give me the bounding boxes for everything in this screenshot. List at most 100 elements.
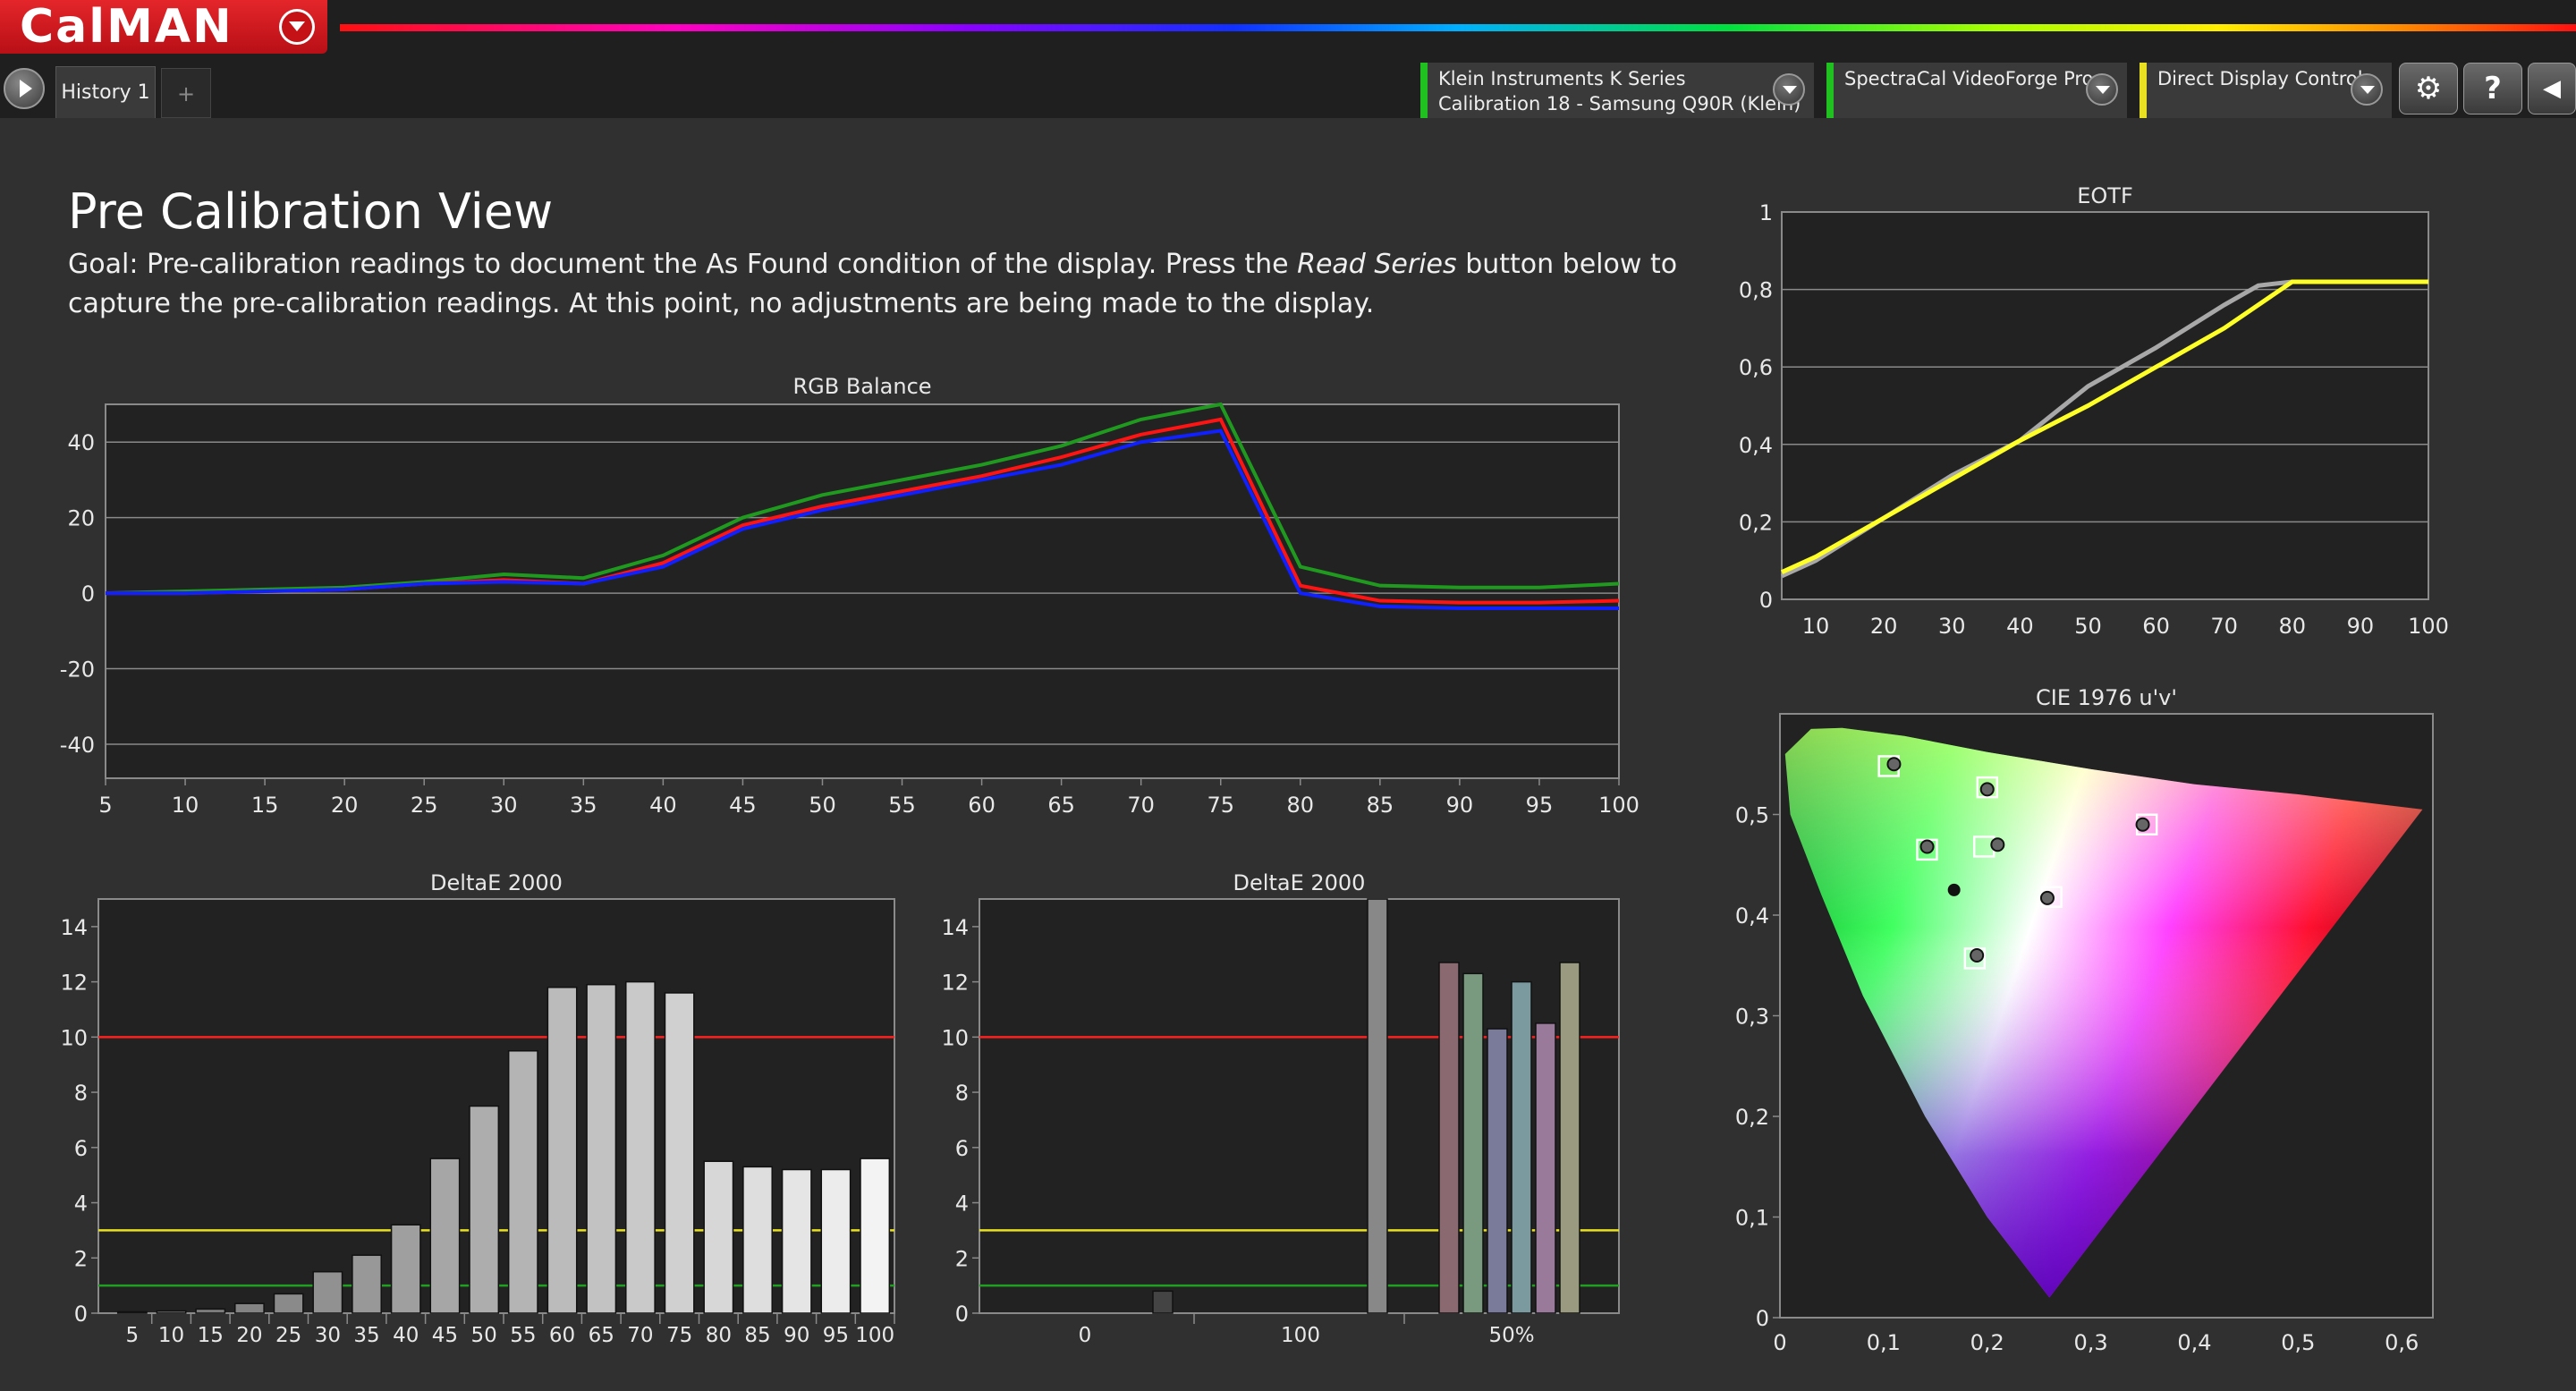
read-series-emphasis: Read Series — [1297, 249, 1457, 280]
x-tick-label: 85 — [1367, 793, 1394, 818]
y-tick-label: 0,1 — [1735, 1206, 1769, 1231]
x-tick-label: 55 — [510, 1324, 536, 1347]
display-selector[interactable]: Direct Display Control — [2140, 63, 2392, 118]
bar — [547, 987, 578, 1314]
x-tick-label: 85 — [744, 1324, 770, 1347]
x-tick-label: 100 — [1281, 1324, 1320, 1347]
goal-text-part: Goal: Pre-calibration readings to docume… — [68, 249, 1298, 280]
bar — [781, 1168, 812, 1314]
x-tick-label: 10 — [172, 793, 199, 818]
x-tick-label: 80 — [1287, 793, 1315, 818]
x-tick-label: 0 — [1773, 1330, 1786, 1355]
x-tick-label: 0,4 — [2177, 1330, 2211, 1355]
y-tick-label: 4 — [955, 1192, 969, 1217]
cie-1976-chart: CIE 1976 u'v' 0,5 0,4 0,3 0,2 0,1 00 0,1 0,2 0,3 0… — [1735, 685, 2434, 1355]
y-tick-label: 0 — [81, 581, 95, 606]
y-tick-label: 14 — [941, 915, 969, 940]
x-tick-label: 50% — [1488, 1324, 1534, 1347]
x-tick-label: 5 — [98, 793, 112, 818]
x-tick-label: 70 — [627, 1324, 653, 1347]
measured-point — [1970, 948, 1985, 963]
measured-point — [1886, 757, 1902, 772]
chevron-down-icon[interactable] — [2351, 73, 2383, 106]
x-tick-label: 60 — [2142, 614, 2170, 639]
play-icon[interactable] — [4, 68, 45, 109]
x-tick-label: 40 — [649, 793, 677, 818]
calman-menu-button[interactable]: CalMAN — [0, 0, 327, 54]
bar — [1487, 1028, 1508, 1314]
chevron-down-icon[interactable] — [2086, 73, 2118, 106]
y-tick-label: 0,4 — [1739, 433, 1773, 458]
x-tick-label: 50 — [2074, 614, 2102, 639]
bar — [352, 1254, 382, 1314]
y-tick-label: 1 — [1759, 200, 1773, 225]
bar — [586, 983, 617, 1314]
measured-point — [2039, 890, 2055, 905]
eotf-line — [1780, 279, 2428, 574]
y-tick-label: 0,4 — [1735, 903, 1769, 929]
meter-profile: Calibration 18 - Samsung Q90R (Klein) — [1438, 93, 1801, 115]
y-tick-label: -40 — [60, 733, 95, 758]
chart-title: DeltaE 2000 — [430, 870, 563, 895]
plot-area — [105, 403, 1620, 779]
target-marker — [1976, 776, 1998, 799]
x-tick-label: 95 — [1526, 793, 1554, 818]
y-tick-label: 6 — [74, 1136, 88, 1161]
gear-icon: ⚙ — [2414, 71, 2443, 106]
goal-text: Goal: Pre-calibration readings to docume… — [68, 245, 1678, 324]
page-title: Pre Calibration View — [68, 183, 554, 240]
y-tick-label: 2 — [74, 1246, 88, 1271]
bar — [1535, 1022, 1556, 1314]
x-tick-label: 75 — [666, 1324, 692, 1347]
x-tick-label: 35 — [353, 1324, 379, 1347]
y-tick-label: 12 — [60, 971, 88, 996]
x-tick-label: 60 — [968, 793, 996, 818]
bar — [156, 1310, 187, 1314]
bar — [742, 1166, 773, 1314]
bar — [312, 1270, 343, 1314]
source-name: SpectraCal VideoForge Pro — [1844, 68, 2094, 89]
chart-title: DeltaE 2000 — [1233, 870, 1366, 895]
display-control-name: Direct Display Control — [2157, 68, 2363, 89]
x-tick-label: 15 — [198, 1324, 224, 1347]
meter-selector[interactable]: Klein Instruments K Series Calibration 1… — [1420, 63, 1814, 118]
source-selector[interactable]: SpectraCal VideoForge Pro — [1826, 63, 2127, 118]
y-tick-label: 14 — [60, 915, 88, 940]
x-tick-label: 45 — [432, 1324, 458, 1347]
x-tick-label: 55 — [888, 793, 916, 818]
collapse-button[interactable]: ◀ — [2528, 63, 2576, 115]
bar — [234, 1302, 265, 1314]
y-tick-label: 0 — [74, 1302, 88, 1327]
help-button[interactable]: ? — [2463, 63, 2522, 115]
y-tick-label: 6 — [955, 1136, 969, 1161]
add-tab-button[interactable]: + — [161, 68, 211, 118]
settings-button[interactable]: ⚙ — [2399, 63, 2458, 115]
y-tick-label: 40 — [67, 430, 95, 455]
bar — [195, 1308, 226, 1314]
meter-name: Klein Instruments K Series — [1438, 68, 1686, 89]
plot-area — [1781, 211, 2429, 600]
x-tick-label: 100 — [855, 1324, 894, 1347]
x-tick-label: 0,3 — [2074, 1330, 2108, 1355]
bar — [1367, 898, 1388, 1314]
top-bar: CalMAN History 1 + Klein Instruments K S… — [0, 0, 2576, 118]
x-tick-label: 60 — [549, 1324, 575, 1347]
chart-title: RGB Balance — [792, 374, 931, 399]
y-tick-label: 12 — [941, 971, 969, 996]
eotf-chart: EOTF 1 0,8 0,6 0,4 0,2 0 10 20 30 40 50 60 70 80 90 100 — [1739, 183, 2449, 639]
goal-text-part: button below to capture the pre-calibrat… — [68, 249, 1678, 319]
tab-history[interactable]: History 1 — [55, 66, 156, 118]
x-tick-label: 20 — [331, 793, 359, 818]
chart-title: CIE 1976 u'v' — [2036, 685, 2177, 710]
y-tick-label: 20 — [67, 506, 95, 531]
chevron-down-icon[interactable] — [1773, 73, 1805, 106]
x-tick-label: 50 — [471, 1324, 497, 1347]
bar — [820, 1168, 852, 1314]
y-tick-label: 0,2 — [1739, 510, 1773, 535]
y-tick-label: 10 — [60, 1025, 88, 1050]
x-tick-label: 80 — [2279, 614, 2307, 639]
y-tick-label: 2 — [955, 1246, 969, 1271]
bar — [1511, 980, 1532, 1314]
x-tick-label: 10 — [1802, 614, 1830, 639]
